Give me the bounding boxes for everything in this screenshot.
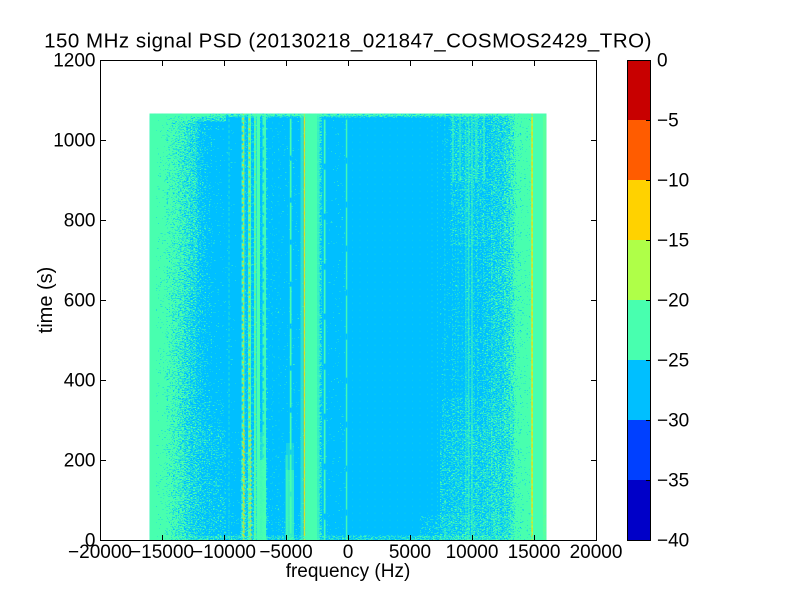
svg-text:600: 600 [64,291,96,312]
svg-text:1200: 1200 [53,51,95,72]
svg-text:1000: 1000 [53,131,95,152]
svg-text:20000: 20000 [570,542,623,563]
svg-text:−10: −10 [657,171,689,192]
svg-text:400: 400 [64,371,96,392]
svg-text:−5: −5 [657,111,679,132]
svg-text:−30: −30 [657,411,689,432]
svg-text:−15000: −15000 [130,542,194,563]
svg-text:time (s): time (s) [35,267,57,334]
svg-text:−15: −15 [657,231,689,252]
svg-text:5000: 5000 [389,542,431,563]
svg-text:−5000: −5000 [259,542,312,563]
svg-text:0: 0 [85,531,96,552]
svg-text:150 MHz signal PSD (20130218_0: 150 MHz signal PSD (20130218_021847_COSM… [44,30,652,53]
svg-text:−20000: −20000 [68,542,132,563]
svg-text:15000: 15000 [508,542,561,563]
svg-text:800: 800 [64,211,96,232]
svg-text:−10000: −10000 [192,542,256,563]
svg-text:0: 0 [657,51,668,72]
svg-text:−20: −20 [657,291,689,312]
svg-text:200: 200 [64,451,96,472]
svg-text:frequency (Hz): frequency (Hz) [286,561,411,582]
svg-text:−40: −40 [657,531,689,552]
svg-text:−35: −35 [657,471,689,492]
svg-text:0: 0 [343,542,354,563]
svg-text:−25: −25 [657,351,689,372]
svg-text:10000: 10000 [446,542,499,563]
